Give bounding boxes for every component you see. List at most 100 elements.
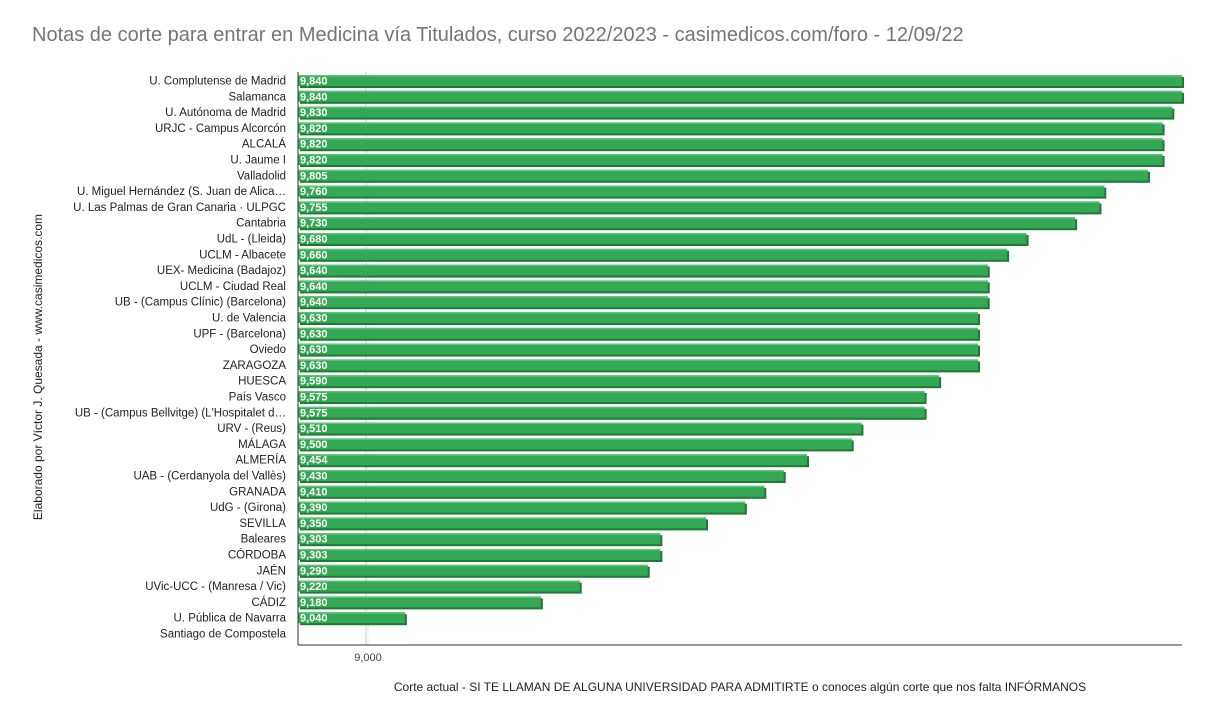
category-label: Valladolid (237, 170, 286, 182)
bar-highlight (298, 248, 1008, 251)
bar (298, 375, 940, 387)
category-label: U. de Valencia (212, 313, 287, 325)
bar (298, 280, 988, 292)
category-label: ALCALÁ (242, 138, 286, 151)
category-label: Salamanca (228, 91, 286, 103)
category-label: U. Miguel Hernández (S. Juan de Alica… (77, 186, 286, 198)
bar-value-label: 9,680 (300, 234, 328, 246)
category-label: HUESCA (238, 376, 286, 388)
bar (298, 217, 1076, 229)
bar-highlight (298, 122, 1163, 124)
category-label: CÁDIZ (252, 596, 287, 609)
labels-layer: 9,840 U. Complutense de Madrid 9,840 Salama… (73, 76, 328, 641)
bar-value-label: 9,220 (300, 581, 328, 593)
category-label: UB - (Campus Clínic) (Barcelona) (115, 297, 286, 309)
bar (298, 138, 1163, 150)
category-label: UdL - (Lleida) (217, 234, 286, 246)
bar (298, 169, 1148, 181)
bar-value-label: 9,290 (300, 565, 328, 577)
bar (298, 485, 765, 497)
bar-highlight (298, 154, 1163, 156)
category-label: Oviedo (250, 344, 286, 356)
bar-highlight (298, 375, 940, 377)
bar-highlight (298, 391, 925, 393)
bar-value-label: 9,820 (300, 139, 328, 151)
bar-value-label: 9,630 (300, 360, 328, 372)
bar-value-label: 9,630 (300, 344, 328, 356)
bar-value-label: 9,500 (300, 439, 328, 451)
category-label: U. Las Palmas de Gran Canaria · ULPGC (73, 202, 286, 214)
category-label: Cantabria (236, 218, 286, 230)
bar (298, 90, 1182, 102)
bar-highlight (298, 422, 862, 425)
category-label: ALMERÍA (236, 454, 287, 467)
bar (298, 470, 784, 481)
bar-value-label: 9,760 (300, 186, 328, 198)
bar-highlight (298, 564, 648, 567)
category-label: UCLM - Ciudad Real (180, 281, 286, 293)
bar (298, 122, 1163, 134)
bar-value-label: 9,640 (300, 265, 328, 277)
bar (298, 359, 978, 371)
bar-highlight (298, 75, 1182, 77)
bar-highlight (298, 501, 745, 504)
bar-value-label: 9,590 (300, 376, 328, 388)
category-label: SEVILLA (239, 518, 286, 530)
bar (298, 185, 1105, 197)
bar-highlight (298, 438, 852, 440)
bar-value-label: 9,454 (300, 455, 328, 467)
bar-value-label: 9,640 (300, 281, 328, 293)
bar-highlight (298, 343, 978, 346)
category-label: CÓRDOBA (228, 549, 286, 562)
bar-value-label: 9,630 (300, 313, 328, 325)
category-label: UCLM - Albacete (199, 249, 286, 261)
chart-title: Notas de corte para entrar en Medicina v… (32, 24, 964, 46)
bar-value-label: 9,755 (300, 202, 328, 214)
bar (298, 533, 661, 545)
bar (298, 233, 1027, 244)
bar (298, 327, 978, 339)
category-label: U. Autónoma de Madrid (165, 107, 286, 119)
bar-highlight (298, 580, 580, 583)
bar (298, 248, 1008, 260)
bar-value-label: 9,040 (300, 613, 328, 625)
bar-value-label: 9,640 (300, 297, 328, 309)
bar-highlight (298, 596, 541, 598)
bar (298, 75, 1182, 86)
bar-highlight (298, 454, 808, 456)
bar-value-label: 9,630 (300, 328, 328, 340)
bar-highlight (298, 185, 1105, 188)
category-label: UVic-UCC - (Manresa / Vic) (145, 581, 286, 593)
bar-value-label: 9,303 (300, 550, 328, 562)
bar (298, 154, 1163, 165)
category-label: U. Jaume I (230, 155, 286, 167)
bar-highlight (298, 612, 405, 614)
bar (298, 391, 925, 402)
bar-value-label: 9,575 (300, 392, 328, 404)
bar-highlight (298, 217, 1076, 219)
bar-value-label: 9,510 (300, 423, 328, 435)
category-label: UdG - (Girona) (210, 502, 286, 514)
bar (298, 454, 808, 466)
bar-value-label: 9,303 (300, 534, 328, 546)
bar (298, 422, 862, 434)
bar-value-label: 9,430 (300, 471, 328, 483)
category-label: UEX- Medicina (Badajoz) (157, 265, 286, 277)
category-label: U. Complutense de Madrid (149, 76, 286, 88)
bar-highlight (298, 517, 706, 519)
bar (298, 612, 405, 624)
bar (298, 564, 648, 576)
category-label: UPF - (Barcelona) (193, 328, 286, 340)
category-label: ZARAGOZA (223, 360, 287, 372)
x-axis-label: Corte actual - SI TE LLAMAN DE ALGUNA UN… (393, 680, 1087, 694)
bar (298, 517, 706, 529)
category-label: Santiago de Compostela (160, 629, 287, 641)
category-label: JAÉN (257, 564, 286, 577)
category-label: País Vasco (229, 392, 286, 404)
bar-highlight (298, 485, 765, 488)
category-label: URV - (Reus) (217, 423, 286, 435)
bar-highlight (298, 106, 1173, 109)
category-label: Baleares (241, 534, 287, 546)
bar-value-label: 9,840 (300, 91, 328, 103)
bar (298, 106, 1173, 118)
